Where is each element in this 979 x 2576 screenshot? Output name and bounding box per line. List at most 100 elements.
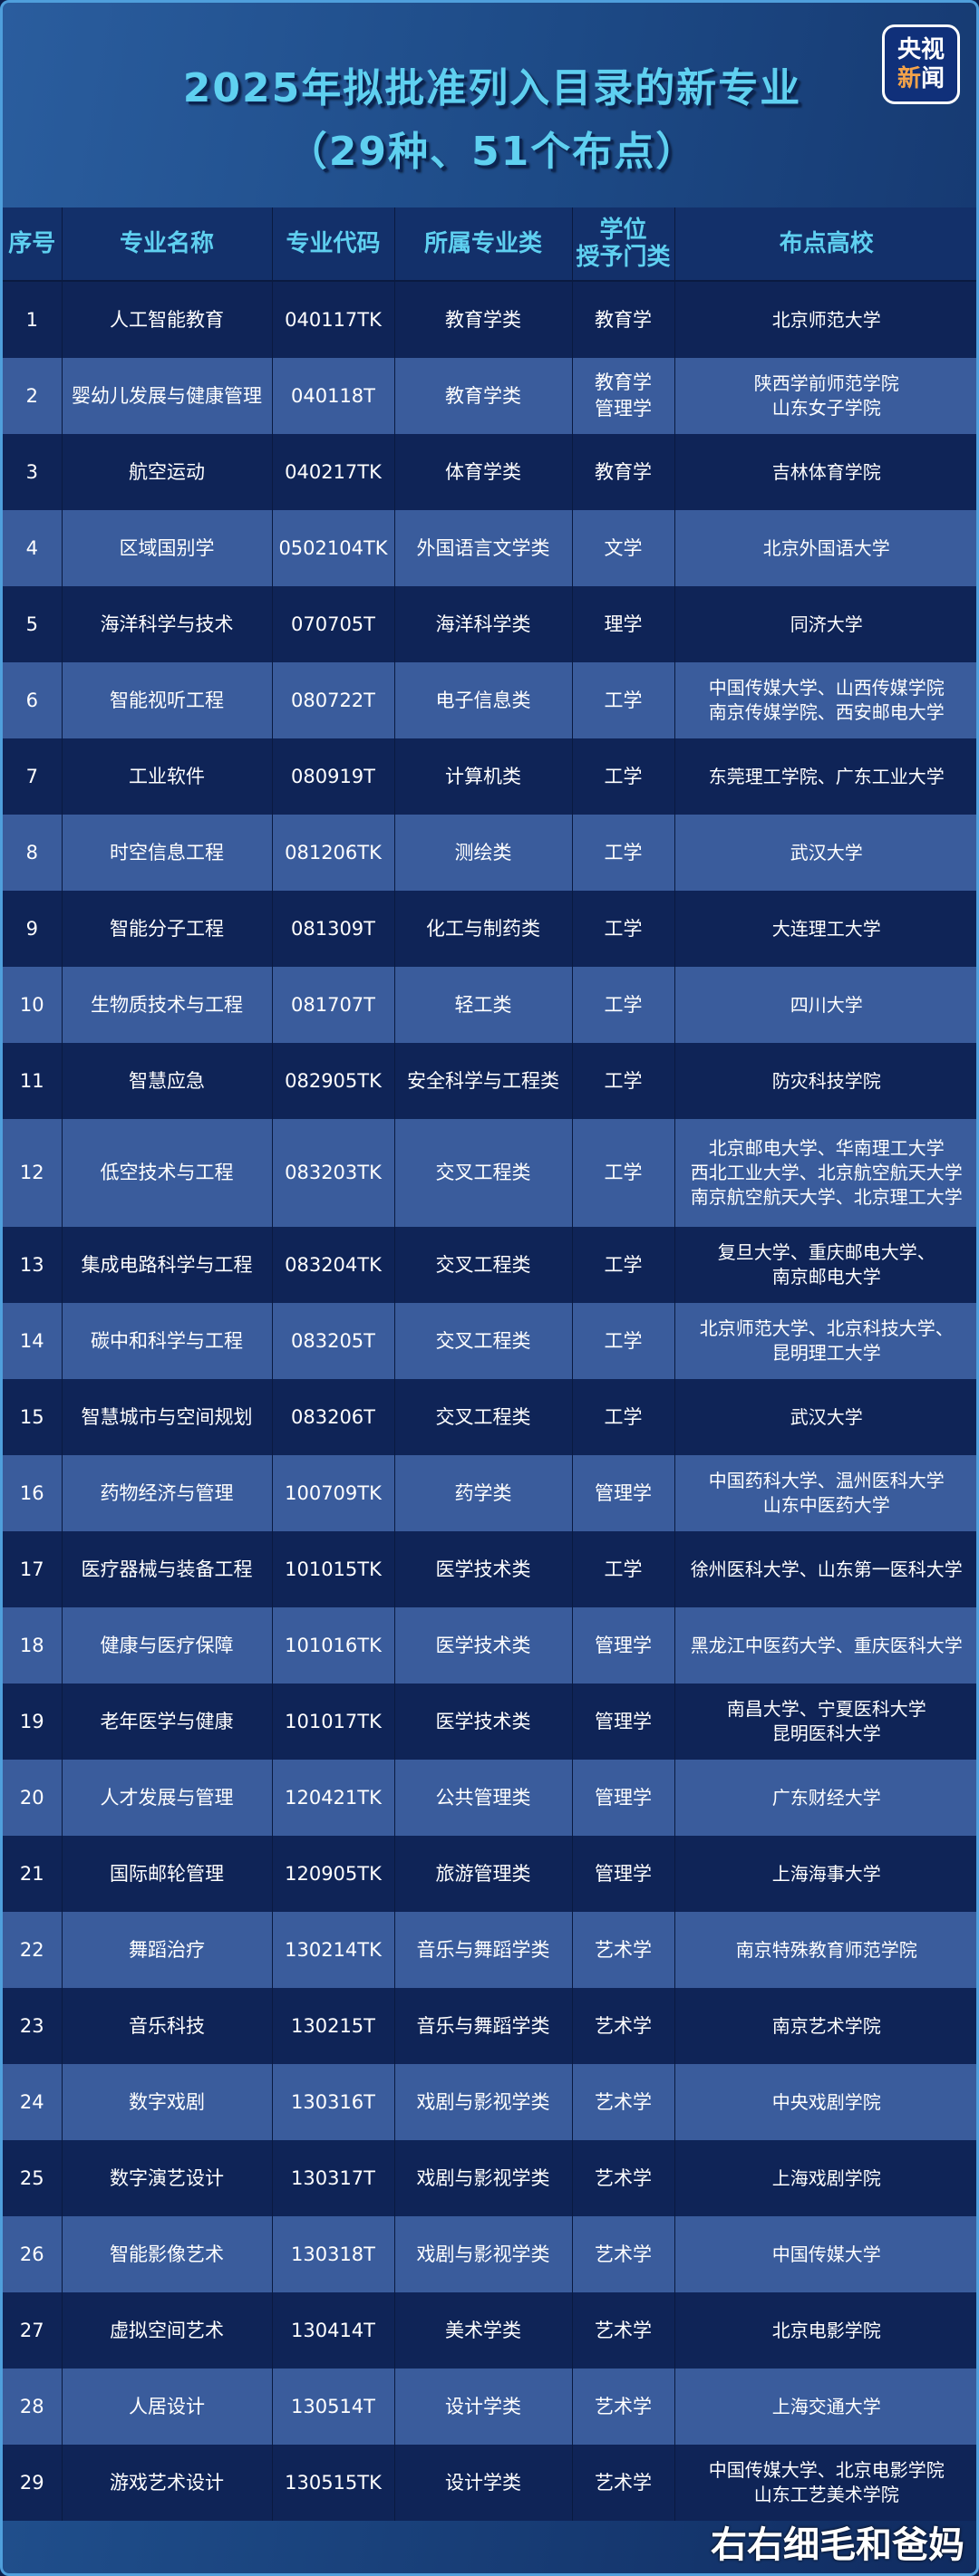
logo-char: 闻 bbox=[921, 65, 945, 92]
table-row: 19 老年医学与健康 101017TK 医学技术类 管理学 南昌大学、宁夏医科大学 昆明医… bbox=[3, 1684, 976, 1760]
cell-degree: 教育学 bbox=[572, 281, 675, 358]
cell-name: 智慧应急 bbox=[62, 1043, 273, 1119]
cell-name: 航空运动 bbox=[62, 434, 273, 510]
cell-category: 交叉工程类 bbox=[394, 1227, 573, 1303]
header-code: 专业代码 bbox=[272, 207, 395, 282]
cell-name: 老年医学与健康 bbox=[62, 1684, 273, 1760]
table-row: 8 时空信息工程 081206TK 测绘类 工学 武汉大学 bbox=[3, 815, 976, 891]
table-row: 3 航空运动 040217TK 体育学类 教育学 吉林体育学院 bbox=[3, 434, 976, 510]
cell-code: 130317T bbox=[272, 2140, 395, 2216]
cell-code: 083204TK bbox=[272, 1227, 395, 1303]
cell-degree: 文学 bbox=[572, 510, 675, 586]
cell-schools: 南昌大学、宁夏医科大学 昆明医科大学 bbox=[674, 1684, 976, 1760]
cell-code: 070705T bbox=[272, 586, 395, 662]
cell-degree: 管理学 bbox=[572, 1607, 675, 1684]
majors-table: 序号 专业名称 专业代码 所属专业类 学位 授予门类 布点高校 1 人工智能教育 040117… bbox=[3, 207, 976, 2521]
cell-degree: 工学 bbox=[572, 662, 675, 738]
cell-name: 数字戏剧 bbox=[62, 2064, 273, 2140]
cell-degree: 工学 bbox=[572, 1043, 675, 1119]
cell-category: 设计学类 bbox=[394, 2445, 573, 2521]
cell-degree: 工学 bbox=[572, 738, 675, 815]
header-schools: 布点高校 bbox=[674, 207, 976, 282]
cell-code: 081707T bbox=[272, 967, 395, 1043]
cell-category: 戏剧与影视学类 bbox=[394, 2216, 573, 2292]
cell-degree: 教育学 管理学 bbox=[572, 358, 675, 434]
cell-schools: 吉林体育学院 bbox=[674, 434, 976, 510]
cell-code: 130414T bbox=[272, 2292, 395, 2369]
cell-no: 24 bbox=[3, 2064, 63, 2140]
cell-no: 26 bbox=[3, 2216, 63, 2292]
table-row: 27 虚拟空间艺术 130414T 美术学类 艺术学 北京电影学院 bbox=[3, 2292, 976, 2369]
cell-schools: 四川大学 bbox=[674, 967, 976, 1043]
logo-char: 新 bbox=[897, 65, 921, 92]
cell-name: 药物经济与管理 bbox=[62, 1455, 273, 1531]
table-row: 21 国际邮轮管理 120905TK 旅游管理类 管理学 上海海事大学 bbox=[3, 1836, 976, 1912]
cell-category: 教育学类 bbox=[394, 358, 573, 434]
cell-category: 药学类 bbox=[394, 1455, 573, 1531]
cell-code: 040118T bbox=[272, 358, 395, 434]
cell-degree: 工学 bbox=[572, 1303, 675, 1379]
cell-code: 130316T bbox=[272, 2064, 395, 2140]
table-row: 7 工业软件 080919T 计算机类 工学 东莞理工学院、广东工业大学 bbox=[3, 738, 976, 815]
cell-schools: 陕西学前师范学院 山东女子学院 bbox=[674, 358, 976, 434]
cell-schools: 武汉大学 bbox=[674, 1379, 976, 1455]
cell-category: 交叉工程类 bbox=[394, 1303, 573, 1379]
cctv-news-logo: 央视 新闻 bbox=[882, 24, 960, 104]
cell-schools: 东莞理工学院、广东工业大学 bbox=[674, 738, 976, 815]
cell-schools: 徐州医科大学、山东第一医科大学 bbox=[674, 1531, 976, 1607]
cell-code: 083203TK bbox=[272, 1119, 395, 1227]
cell-category: 轻工类 bbox=[394, 967, 573, 1043]
cell-schools: 北京外国语大学 bbox=[674, 510, 976, 586]
cell-no: 23 bbox=[3, 1988, 63, 2064]
cell-degree: 工学 bbox=[572, 967, 675, 1043]
cell-no: 11 bbox=[3, 1043, 63, 1119]
cell-code: 101015TK bbox=[272, 1531, 395, 1607]
cell-code: 081206TK bbox=[272, 815, 395, 891]
cell-category: 医学技术类 bbox=[394, 1531, 573, 1607]
cell-category: 戏剧与影视学类 bbox=[394, 2140, 573, 2216]
cell-name: 婴幼儿发展与健康管理 bbox=[62, 358, 273, 434]
cell-category: 医学技术类 bbox=[394, 1684, 573, 1760]
cell-category: 音乐与舞蹈学类 bbox=[394, 1912, 573, 1988]
cell-name: 国际邮轮管理 bbox=[62, 1836, 273, 1912]
cell-category: 测绘类 bbox=[394, 815, 573, 891]
cell-schools: 上海海事大学 bbox=[674, 1836, 976, 1912]
cell-schools: 南京特殊教育师范学院 bbox=[674, 1912, 976, 1988]
cell-category: 旅游管理类 bbox=[394, 1836, 573, 1912]
cell-name: 海洋科学与技术 bbox=[62, 586, 273, 662]
cell-category: 医学技术类 bbox=[394, 1607, 573, 1684]
cell-category: 交叉工程类 bbox=[394, 1119, 573, 1227]
cell-name: 智能影像艺术 bbox=[62, 2216, 273, 2292]
table-row: 26 智能影像艺术 130318T 戏剧与影视学类 艺术学 中国传媒大学 bbox=[3, 2216, 976, 2292]
cell-name: 集成电路科学与工程 bbox=[62, 1227, 273, 1303]
table-row: 18 健康与医疗保障 101016TK 医学技术类 管理学 黑龙江中医药大学、重庆医科大学 bbox=[3, 1607, 976, 1684]
table-row: 2 婴幼儿发展与健康管理 040118T 教育学类 教育学 管理学 陕西学前师范学院 山东… bbox=[3, 358, 976, 434]
cell-code: 101017TK bbox=[272, 1684, 395, 1760]
cell-schools: 中央戏剧学院 bbox=[674, 2064, 976, 2140]
cell-category: 美术学类 bbox=[394, 2292, 573, 2369]
cell-name: 医疗器械与装备工程 bbox=[62, 1531, 273, 1607]
cell-category: 设计学类 bbox=[394, 2369, 573, 2445]
cell-degree: 艺术学 bbox=[572, 2369, 675, 2445]
cell-name: 虚拟空间艺术 bbox=[62, 2292, 273, 2369]
cell-code: 0502104TK bbox=[272, 510, 395, 586]
cell-category: 戏剧与影视学类 bbox=[394, 2064, 573, 2140]
cell-code: 081309T bbox=[272, 891, 395, 967]
cell-name: 时空信息工程 bbox=[62, 815, 273, 891]
cell-degree: 管理学 bbox=[572, 1836, 675, 1912]
watermark: 右右细毛和爸妈 bbox=[711, 2524, 964, 2566]
cell-code: 120421TK bbox=[272, 1760, 395, 1836]
cell-no: 12 bbox=[3, 1119, 63, 1227]
cell-schools: 北京邮电大学、华南理工大学 西北工业大学、北京航空航天大学 南京航空航天大学、北… bbox=[674, 1119, 976, 1227]
cell-schools: 中国传媒大学、北京电影学院 山东工艺美术学院 bbox=[674, 2445, 976, 2521]
cell-category: 外国语言文学类 bbox=[394, 510, 573, 586]
table-row: 9 智能分子工程 081309T 化工与制药类 工学 大连理工大学 bbox=[3, 891, 976, 967]
cell-schools: 上海交通大学 bbox=[674, 2369, 976, 2445]
cell-name: 智慧城市与空间规划 bbox=[62, 1379, 273, 1455]
cell-degree: 教育学 bbox=[572, 434, 675, 510]
cell-name: 游戏艺术设计 bbox=[62, 2445, 273, 2521]
cell-name: 区域国别学 bbox=[62, 510, 273, 586]
cell-no: 19 bbox=[3, 1684, 63, 1760]
cell-code: 100709TK bbox=[272, 1455, 395, 1531]
cell-schools: 复旦大学、重庆邮电大学、 南京邮电大学 bbox=[674, 1227, 976, 1303]
